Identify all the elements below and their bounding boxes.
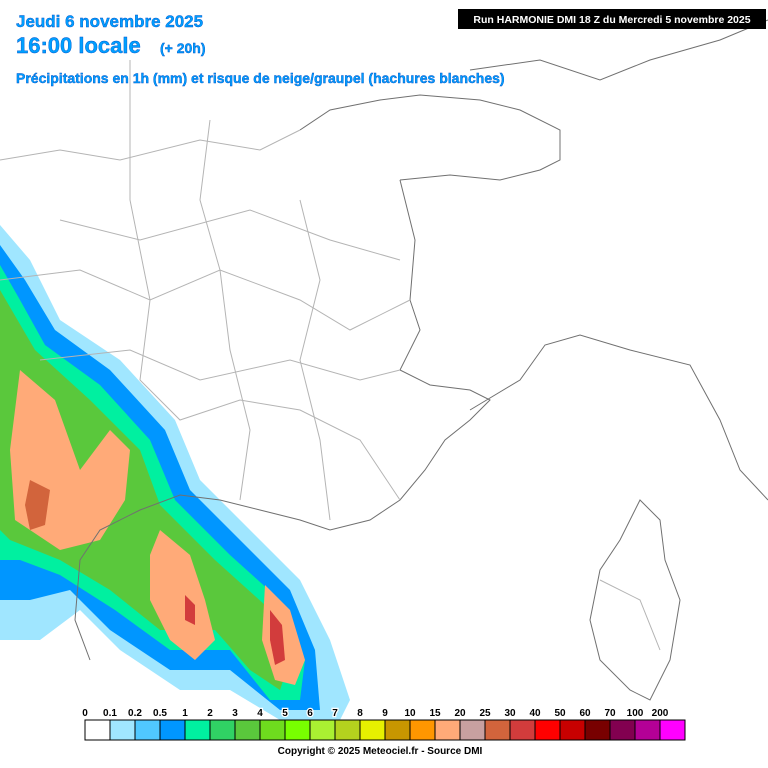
legend-swatch	[159, 719, 186, 741]
legend-swatch	[284, 719, 311, 741]
header: Jeudi 6 novembre 2025 16:00 locale (+ 20…	[16, 9, 766, 86]
legend-label: 6	[307, 708, 313, 719]
run-label: Run HARMONIE DMI 18 Z du Mercredi 5 nove…	[473, 14, 750, 26]
legend-label: 50	[554, 708, 566, 719]
legend-swatch	[384, 719, 411, 741]
legend-swatch	[534, 719, 561, 741]
legend-swatch	[409, 719, 436, 741]
legend-label: 9	[382, 708, 388, 719]
legend-swatch	[584, 719, 611, 741]
legend-swatch	[234, 719, 261, 741]
legend-label: 0	[82, 708, 88, 719]
legend-label: 3	[232, 708, 238, 719]
legend-swatch	[309, 719, 336, 741]
legend-swatch	[434, 719, 461, 741]
copyright: Copyright © 2025 Meteociel.fr - Source D…	[278, 746, 483, 757]
precipitation	[0, 225, 350, 720]
legend-swatch	[84, 719, 111, 741]
legend-label: 70	[604, 708, 616, 719]
legend-swatch	[609, 719, 636, 741]
legend-label: 0.2	[128, 708, 142, 719]
legend-label: 4	[257, 708, 263, 719]
legend-label: 2	[207, 708, 213, 719]
legend-swatch	[209, 719, 236, 741]
legend-swatch	[259, 719, 286, 741]
legend-label: 8	[357, 708, 363, 719]
legend-label: 100	[627, 708, 644, 719]
legend-label: 0.5	[153, 708, 167, 719]
legend-label: 10	[404, 708, 416, 719]
legend-swatch	[334, 719, 361, 741]
legend-swatch	[109, 719, 136, 741]
legend-label: 5	[282, 708, 288, 719]
legend-label: 1	[182, 708, 188, 719]
legend-label: 7	[332, 708, 338, 719]
legend: 0 0.1 0.2 0.5 1 2 3 4 5 6 7 8 9 10 15 20 25 30 40 50 60 70 100…	[81, 707, 686, 741]
legend-label: 200	[652, 708, 669, 719]
legend-swatch	[659, 719, 686, 741]
legend-swatch	[559, 719, 586, 741]
legend-label: 15	[429, 708, 441, 719]
legend-swatch	[509, 719, 536, 741]
legend-swatch	[484, 719, 511, 741]
date: Jeudi 6 novembre 2025	[16, 12, 203, 31]
time: 16:00 locale	[16, 33, 141, 58]
legend-label: 60	[579, 708, 591, 719]
legend-label: 25	[479, 708, 491, 719]
run-box	[458, 9, 766, 29]
legend-swatch	[459, 719, 486, 741]
legend-swatch	[134, 719, 161, 741]
legend-swatch	[634, 719, 661, 741]
subtitle: Précipitations en 1h (mm) et risque de n…	[16, 70, 505, 86]
legend-label: 30	[504, 708, 516, 719]
legend-label: 20	[454, 708, 466, 719]
offset: (+ 20h)	[160, 40, 206, 56]
legend-label: 0.1	[103, 708, 117, 719]
boundaries	[0, 19, 768, 701]
legend-swatch	[184, 719, 211, 741]
legend-label: 40	[529, 708, 541, 719]
legend-swatch	[359, 719, 386, 741]
